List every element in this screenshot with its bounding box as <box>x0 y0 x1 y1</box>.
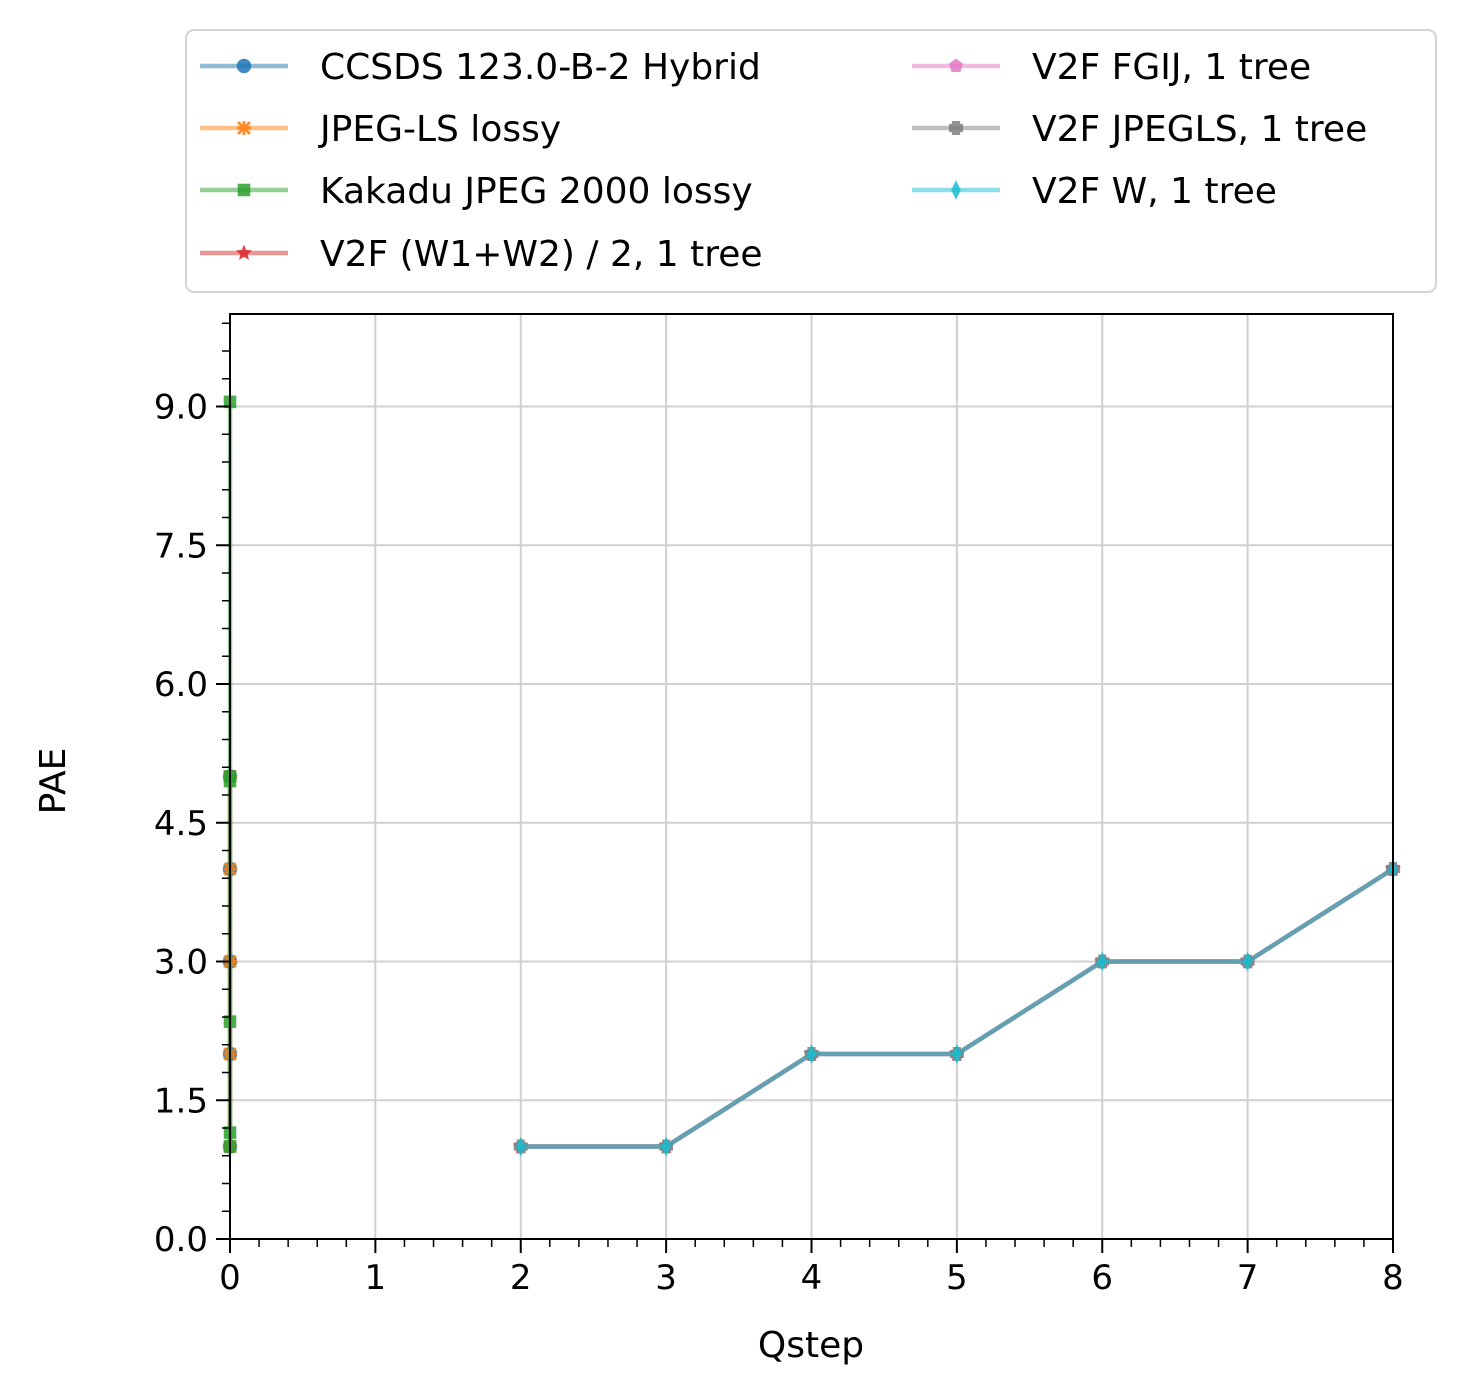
x-tick-label: 1 <box>365 1258 387 1298</box>
legend-label: V2F W, 1 tree <box>1032 171 1277 212</box>
data-point <box>952 1044 962 1064</box>
x-tick-label: 8 <box>1382 1258 1404 1298</box>
legend-label: Kakadu JPEG 2000 lossy <box>320 171 753 212</box>
data-point <box>948 58 964 73</box>
y-tick-label: 9.0 <box>154 388 208 428</box>
legend: CCSDS 123.0-B-2 Hybrid JPEG-LS lossy Kakad… <box>185 29 1437 293</box>
axis-ticks: 0 1 2 3 4 5 6 7 8 0.0 1.5 3.0 4.5 6.0 7.5 9.0 <box>154 322 1404 1298</box>
data-point <box>949 121 963 135</box>
data-point <box>1097 951 1107 972</box>
y-axis-label: PAE <box>33 748 74 815</box>
legend-label: JPEG-LS lossy <box>318 109 561 150</box>
legend-label: V2F FGIJ, 1 tree <box>1032 47 1311 88</box>
x-tick-label: 0 <box>219 1258 241 1298</box>
y-tick-label: 1.5 <box>154 1081 208 1121</box>
y-tick-label: 7.5 <box>154 526 208 566</box>
grid <box>230 314 1393 1239</box>
y-tick-label: 4.5 <box>154 804 208 844</box>
x-tick-label: 6 <box>1091 1258 1113 1298</box>
data-point <box>516 1136 526 1157</box>
x-tick-label: 3 <box>655 1258 677 1298</box>
y-tick-label: 6.0 <box>154 665 208 705</box>
data-point <box>236 120 252 136</box>
legend-item: JPEG-LS lossy <box>200 109 561 150</box>
data-point <box>236 58 252 74</box>
legend-label: V2F (W1+W2) / 2, 1 tree <box>320 234 763 275</box>
legend-item: V2F FGIJ, 1 tree <box>912 47 1311 88</box>
data-point <box>235 244 253 260</box>
x-tick-label: 7 <box>1237 1258 1259 1298</box>
x-axis-label: Qstep <box>758 1325 864 1366</box>
legend-frame <box>185 29 1437 293</box>
legend-item: V2F JPEGLS, 1 tree <box>912 109 1367 150</box>
legend-label: CCSDS 123.0-B-2 Hybrid <box>320 47 761 88</box>
x-tick-label: 4 <box>801 1258 823 1298</box>
x-tick-label: 5 <box>946 1258 968 1298</box>
legend-item: Kakadu JPEG 2000 lossy <box>200 171 753 212</box>
data-point <box>806 1044 817 1064</box>
legend-item: V2F (W1+W2) / 2, 1 tree <box>200 234 763 275</box>
legend-item: CCSDS 123.0-B-2 Hybrid <box>200 47 761 88</box>
data-point <box>1242 951 1253 972</box>
data-point <box>951 180 961 200</box>
legend-label: V2F JPEGLS, 1 tree <box>1032 109 1367 150</box>
y-tick-label: 3.0 <box>154 943 208 983</box>
legend-item: V2F W, 1 tree <box>912 171 1277 212</box>
series <box>516 859 1398 1157</box>
data-point <box>661 1136 671 1157</box>
x-tick-label: 2 <box>510 1258 532 1298</box>
y-tick-label: 0.0 <box>154 1220 208 1260</box>
data-point <box>237 183 251 197</box>
